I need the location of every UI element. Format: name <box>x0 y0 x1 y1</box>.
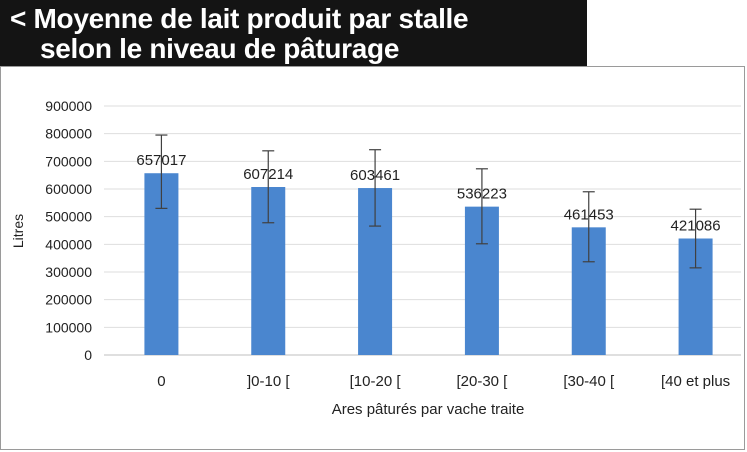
data-label: 461453 <box>564 206 614 223</box>
y-tick-label: 700000 <box>45 153 92 169</box>
title-line-1: < Moyenne de lait produit par stalle <box>10 3 469 34</box>
y-tick-label: 800000 <box>45 126 92 142</box>
y-axis-label: Litres <box>10 214 26 248</box>
y-tick-label: 0 <box>84 347 92 363</box>
x-tick-label: [10-20 [ <box>350 373 402 390</box>
title-banner: < Moyenne de lait produit par stalle sel… <box>0 0 587 66</box>
x-tick-label: [20-30 [ <box>456 373 508 390</box>
x-axis-label: Ares pâturés par vache traite <box>332 401 525 418</box>
data-labels: 657017 607214 603461 536223 461453 421086 <box>136 152 720 234</box>
error-bars <box>155 134 702 269</box>
data-label: 536223 <box>457 186 507 203</box>
title-line-2: selon le niveau de pâturage <box>40 33 400 64</box>
data-label: 607214 <box>243 166 293 183</box>
x-axis-ticks: 0 ]0-10 [ [10-20 [ [20-30 [ [30-40 [ [40 et p… <box>157 373 730 390</box>
y-tick-label: 200000 <box>45 292 92 308</box>
data-label: 657017 <box>136 152 186 169</box>
y-tick-label: 500000 <box>45 209 92 225</box>
y-tick-label: 100000 <box>45 319 92 335</box>
x-tick-label: 0 <box>157 373 165 390</box>
data-label: 421086 <box>671 217 721 234</box>
chart-frame <box>0 66 745 450</box>
data-label: 603461 <box>350 167 400 184</box>
x-tick-label: [30-40 [ <box>563 373 615 390</box>
x-tick-label: ]0-10 [ <box>247 373 290 390</box>
y-axis-ticks: 0 100000 200000 300000 400000 500000 600000 700… <box>45 98 92 363</box>
gridlines <box>104 105 741 356</box>
y-tick-label: 900000 <box>45 98 92 114</box>
y-tick-label: 400000 <box>45 236 92 252</box>
y-tick-label: 600000 <box>45 181 92 197</box>
x-tick-label: [40 et plus <box>661 373 730 390</box>
y-tick-label: 300000 <box>45 264 92 280</box>
